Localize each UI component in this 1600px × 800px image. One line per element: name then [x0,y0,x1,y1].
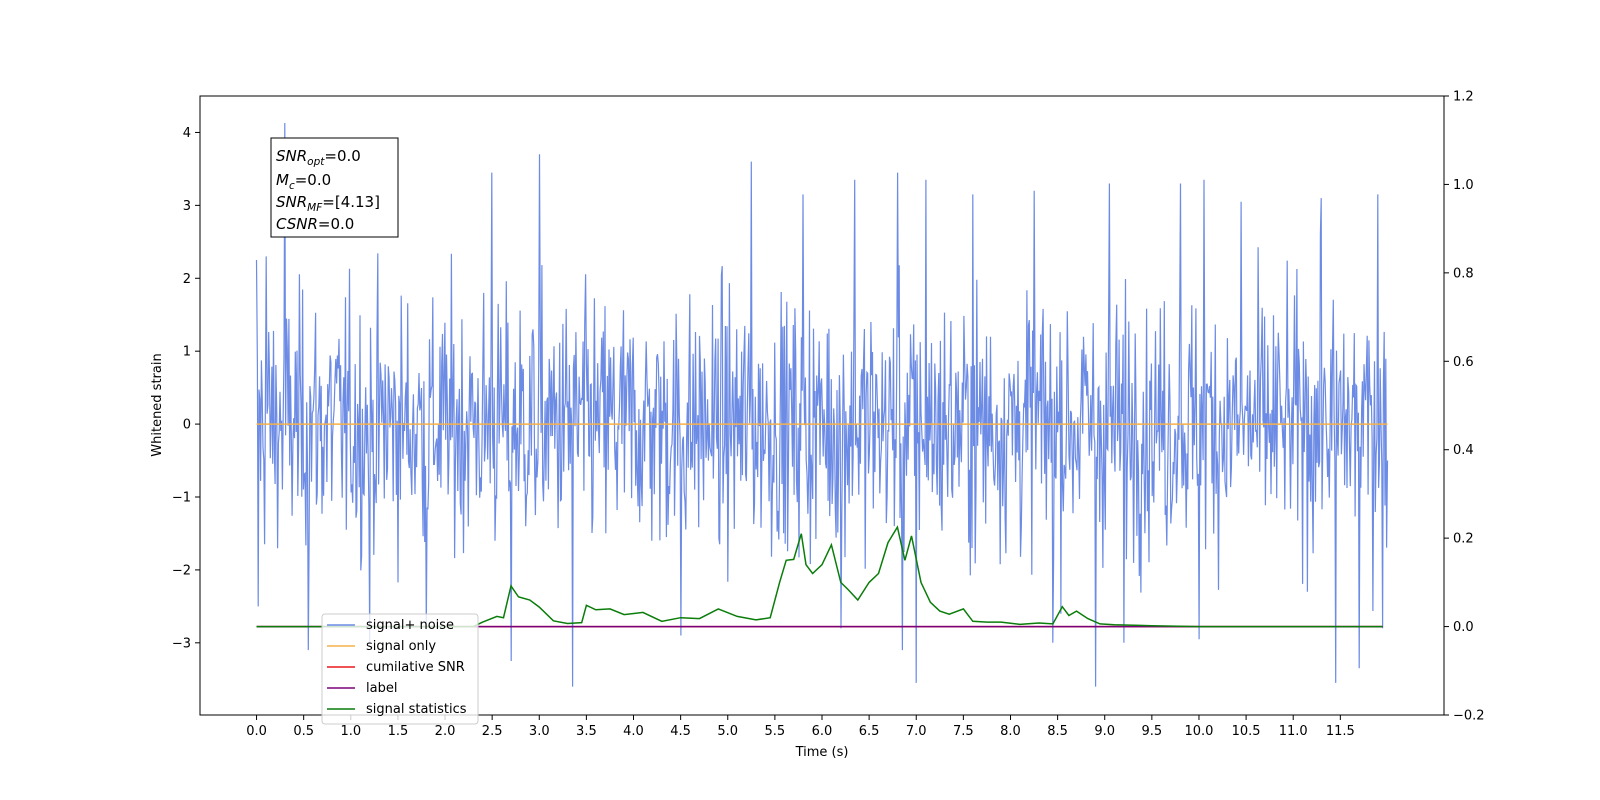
x-tick-label: 3.0 [529,724,550,739]
y2-tick-label: 0.8 [1453,266,1474,281]
annotation-line-3: SNRMF=[4.13] [276,193,380,214]
x-tick-label: 10.0 [1184,724,1213,739]
x-tick-label: 0.5 [293,724,314,739]
annotation-line-2: Mc=0.0 [276,171,331,192]
y-tick-label: −2 [172,563,191,578]
x-tick-label: 8.0 [1000,724,1021,739]
x-tick-label: 10.5 [1232,724,1261,739]
annotation-line-1: SNRopt=0.0 [276,147,361,168]
x-tick-label: 6.5 [859,724,880,739]
x-tick-label: 4.0 [623,724,644,739]
y2-tick-label: 0.4 [1453,443,1474,458]
y-tick-label: 2 [183,272,191,287]
y-tick-label: −1 [172,491,191,506]
y-tick-label: 4 [183,126,191,141]
y-tick-label: 3 [183,199,191,214]
legend-label-signal-statistics: signal statistics [366,702,467,717]
legend-label-signal-noise: signal+ noise [366,618,454,633]
x-tick-label: 8.5 [1047,724,1068,739]
y-tick-label: 1 [183,345,191,360]
y-tick-label: −3 [172,636,191,651]
y-tick-label: 0 [183,418,191,433]
x-tick-label: 2.5 [482,724,503,739]
x-tick-label: 6.0 [812,724,833,739]
y2-tick-label: 0.6 [1453,355,1474,370]
series-signal-noise [255,122,1389,687]
x-tick-label: 9.5 [1142,724,1163,739]
annotation-line-4: CSNR=0.0 [276,215,354,233]
x-tick-label: 1.5 [388,724,409,739]
legend-label-label: label [366,681,397,696]
x-tick-label: 5.5 [765,724,786,739]
x-tick-label: 9.0 [1094,724,1115,739]
x-axis-label: Time (s) [795,745,849,760]
x-tick-label: 0.0 [246,724,267,739]
x-tick-label: 1.0 [340,724,361,739]
annotation-box: SNRopt=0.0 Mc=0.0 SNRMF=[4.13] CSNR=0.0 [270,137,399,238]
x-tick-label: 11.5 [1326,724,1355,739]
plot-area [255,122,1389,687]
x-tick-label: 2.0 [435,724,456,739]
x-tick-label: 7.0 [906,724,927,739]
x-tick-label: 3.5 [576,724,597,739]
x-tick-label: 5.0 [717,724,738,739]
x-tick-label: 4.5 [670,724,691,739]
legend: signal+ noise signal only cumilative SNR… [321,613,479,725]
y-axis-label: Whitened strain [150,353,165,456]
x-tick-label: 11.0 [1279,724,1308,739]
annotation-frame [270,137,399,238]
y2-tick-label: 0.0 [1453,620,1474,635]
y2-tick-label: −0.2 [1453,709,1485,724]
y2-tick-label: 1.2 [1453,90,1474,105]
legend-frame [321,613,479,725]
series-signal-statistics [256,525,1383,628]
legend-label-signal-only: signal only [366,639,436,654]
y2-tick-label: 0.2 [1453,532,1474,547]
axis-ticks: 0.0 0.5 1.0 1.5 2.0 2.5 3.0 3.5 4.0 4.5 5.0 5.5 6.0 6… [172,90,1485,740]
x-tick-label: 7.5 [953,724,974,739]
y2-tick-label: 1.0 [1453,178,1474,193]
legend-label-cumulative-snr: cumilative SNR [366,660,465,675]
